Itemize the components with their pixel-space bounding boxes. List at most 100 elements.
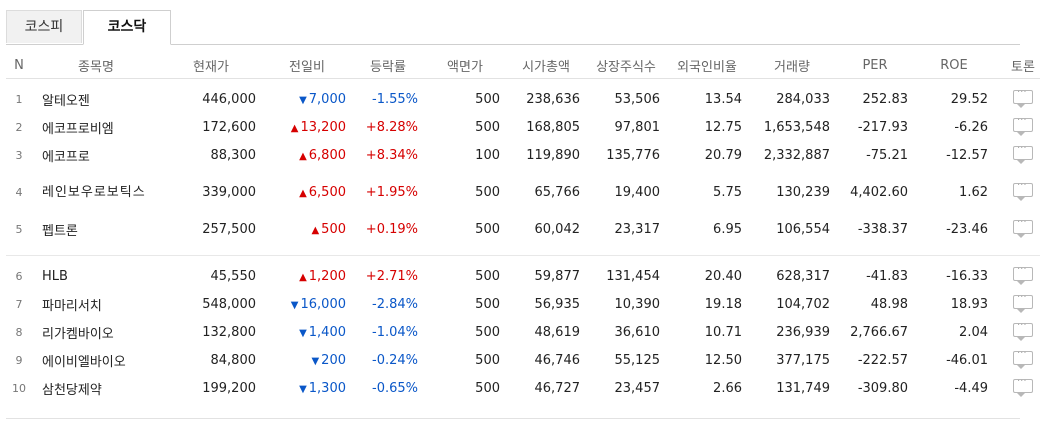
col-header-rate: 등락률 xyxy=(352,52,424,79)
roe-value: 18.93 xyxy=(950,296,988,312)
col-header-per: PER xyxy=(836,52,914,79)
row-number: 7 xyxy=(15,297,23,311)
discussion-link[interactable] xyxy=(994,141,1040,169)
face-value: 500 xyxy=(475,352,500,368)
roe-value: 29.52 xyxy=(950,91,988,107)
stock-name-link[interactable]: 에코프로비엠 xyxy=(32,113,160,141)
speech-bubble-icon[interactable] xyxy=(1013,143,1033,164)
current-price: 446,000 xyxy=(202,91,256,107)
current-price: 172,600 xyxy=(202,119,256,135)
table-row[interactable]: 3 에코프로 88,300 ▲ 6,800 +8.34% 100 119,890 … xyxy=(6,141,1040,169)
price-change: ▲ 13,200 xyxy=(262,113,352,141)
speech-bubble-icon[interactable] xyxy=(1013,180,1033,201)
table-row[interactable]: 9 에이비엘바이오 84,800 ▼ 200 -0.24% 500 46,746 … xyxy=(6,346,1040,374)
speech-bubble-icon[interactable] xyxy=(1013,376,1033,397)
stock-name-label: 에코프로 xyxy=(42,149,90,165)
foreign-ratio: 20.79 xyxy=(704,147,742,163)
change-rate: -2.84% xyxy=(372,296,418,312)
per-value: -41.83 xyxy=(866,268,908,284)
change-rate: +2.71% xyxy=(365,268,418,284)
table-row[interactable]: 4 레인보우로보틱스 339,000 ▲ 6,500 +1.95% 500 65,… xyxy=(6,169,1040,215)
listed-shares: 55,125 xyxy=(614,352,661,368)
col-header-cap: 시가총액 xyxy=(506,52,586,79)
roe-value: -16.33 xyxy=(946,268,988,284)
discussion-link[interactable] xyxy=(994,215,1040,243)
roe-value: -6.26 xyxy=(954,119,988,135)
foreign-ratio: 12.75 xyxy=(704,119,742,135)
row-number: 5 xyxy=(15,222,23,236)
per-value: -222.57 xyxy=(857,352,908,368)
price-change: ▼ 16,000 xyxy=(262,290,352,318)
discussion-link[interactable] xyxy=(994,346,1040,374)
table-row[interactable]: 8 리가켐바이오 132,800 ▼ 1,400 -1.04% 500 48,61… xyxy=(6,318,1040,346)
listed-shares: 97,801 xyxy=(614,119,661,135)
roe-value: -12.57 xyxy=(946,147,988,163)
speech-bubble-icon[interactable] xyxy=(1013,217,1033,238)
discussion-link[interactable] xyxy=(994,113,1040,141)
table-row[interactable]: 6 HLB 45,550 ▲ 1,200 +2.71% 500 59,877 13… xyxy=(6,262,1040,290)
stock-name-label: HLB xyxy=(42,268,68,284)
stock-name-link[interactable]: 에코프로 xyxy=(32,141,160,169)
change-rate: -1.04% xyxy=(372,324,418,340)
table-row[interactable]: 1 알테오젠 446,000 ▼ 7,000 -1.55% 500 238,636… xyxy=(6,85,1040,113)
current-price: 84,800 xyxy=(210,352,257,368)
triangle-down-icon: ▼ xyxy=(299,94,307,106)
stock-name-link[interactable]: 펩트론 xyxy=(32,215,160,243)
discussion-link[interactable] xyxy=(994,374,1040,402)
change-rate: +1.95% xyxy=(365,184,418,200)
tab-kospi[interactable]: 코스피 xyxy=(6,10,82,43)
price-change-value: 500 xyxy=(321,221,346,237)
row-number: 3 xyxy=(15,148,23,162)
price-change-value: 1,400 xyxy=(308,324,346,340)
stock-name-label: 리가켐바이오 xyxy=(42,326,114,342)
current-price: 199,200 xyxy=(202,380,256,396)
face-value: 500 xyxy=(475,184,500,200)
stock-name-link[interactable]: 레인보우로보틱스 xyxy=(32,169,160,215)
market-cap: 59,877 xyxy=(534,268,581,284)
stock-name-link[interactable]: 에이비엘바이오 xyxy=(32,346,160,374)
price-change: ▼ 7,000 xyxy=(262,85,352,113)
speech-bubble-icon[interactable] xyxy=(1013,115,1033,136)
speech-bubble-icon[interactable] xyxy=(1013,320,1033,341)
col-header-discussion: 토론 xyxy=(994,52,1040,79)
face-value: 100 xyxy=(475,147,500,163)
foreign-ratio: 10.71 xyxy=(704,324,742,340)
trading-volume: 106,554 xyxy=(776,221,830,237)
speech-bubble-icon[interactable] xyxy=(1013,292,1033,313)
col-header-n: N xyxy=(6,52,32,79)
listed-shares: 23,317 xyxy=(614,221,661,237)
table-row[interactable]: 5 펩트론 257,500 ▲ 500 +0.19% 500 60,042 23,… xyxy=(6,215,1040,243)
row-number: 6 xyxy=(15,269,23,283)
trading-volume: 104,702 xyxy=(776,296,830,312)
table-row[interactable]: 10 삼천당제약 199,200 ▼ 1,300 -0.65% 500 46,72… xyxy=(6,374,1040,402)
face-value: 500 xyxy=(475,91,500,107)
discussion-link[interactable] xyxy=(994,262,1040,290)
market-cap: 168,805 xyxy=(526,119,580,135)
table-row[interactable]: 7 파마리서치 548,000 ▼ 16,000 -2.84% 500 56,93… xyxy=(6,290,1040,318)
stock-name-link[interactable]: HLB xyxy=(32,262,160,290)
discussion-link[interactable] xyxy=(994,85,1040,113)
speech-bubble-icon[interactable] xyxy=(1013,87,1033,108)
speech-bubble-icon[interactable] xyxy=(1013,264,1033,285)
stock-name-link[interactable]: 삼천당제약 xyxy=(32,374,160,402)
current-price: 88,300 xyxy=(210,147,257,163)
current-price: 257,500 xyxy=(202,221,256,237)
stock-name-link[interactable]: 알테오젠 xyxy=(32,85,160,113)
trading-volume: 1,653,548 xyxy=(763,119,830,135)
listed-shares: 131,454 xyxy=(606,268,660,284)
table-row[interactable]: 2 에코프로비엠 172,600 ▲ 13,200 +8.28% 500 168,… xyxy=(6,113,1040,141)
discussion-link[interactable] xyxy=(994,290,1040,318)
discussion-link[interactable] xyxy=(994,318,1040,346)
col-header-face: 액면가 xyxy=(424,52,506,79)
market-tabs: 코스피 코스닥 xyxy=(6,10,1020,45)
stock-name-link[interactable]: 리가켐바이오 xyxy=(32,318,160,346)
listed-shares: 23,457 xyxy=(614,380,661,396)
speech-bubble-icon[interactable] xyxy=(1013,348,1033,369)
stock-name-link[interactable]: 파마리서치 xyxy=(32,290,160,318)
triangle-down-icon: ▼ xyxy=(311,355,320,367)
stock-name-label: 파마리서치 xyxy=(42,298,102,314)
discussion-link[interactable] xyxy=(994,169,1040,215)
trading-volume: 130,239 xyxy=(776,184,830,200)
row-number: 1 xyxy=(15,92,23,106)
tab-kosdaq[interactable]: 코스닥 xyxy=(83,10,171,45)
